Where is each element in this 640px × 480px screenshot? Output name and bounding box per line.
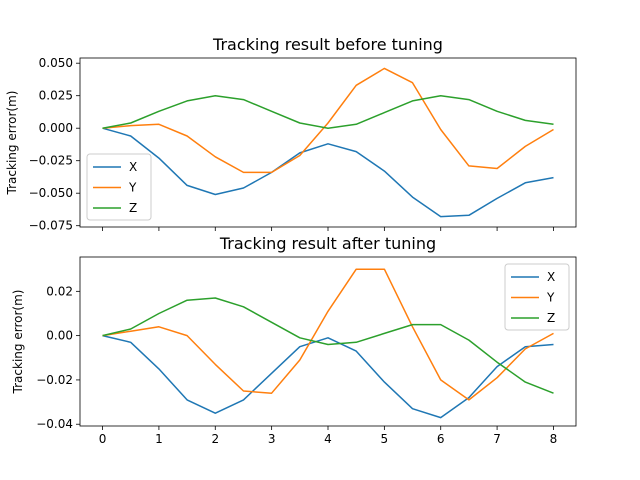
y-tick-label: −0.02 (36, 373, 73, 387)
y-tick-label: −0.025 (29, 154, 73, 168)
x-tick-label: 8 (550, 432, 558, 446)
x-tick-label: 5 (381, 432, 389, 446)
y-tick-label: 0.000 (39, 121, 73, 135)
chart-before-tuning: Tracking result before tuning Tracking er… (5, 35, 577, 233)
series-line-x (102, 334, 554, 419)
x-tick-label: 7 (493, 432, 501, 446)
x-tick-label: 6 (437, 432, 445, 446)
y-tick-label: 0.050 (39, 56, 73, 70)
legend-label-y: Y (128, 181, 137, 195)
series-line-x (102, 127, 554, 218)
series-line-y (102, 67, 554, 174)
chart-title: Tracking result after tuning (219, 234, 436, 253)
plot-frame (79, 256, 577, 427)
legend-label-z: Z (547, 311, 555, 325)
legend-label-x: X (547, 270, 555, 284)
y-axis-label: Tracking error(m) (11, 290, 25, 395)
x-tick-label: 1 (155, 432, 163, 446)
series-line-z (102, 297, 554, 394)
chart-title: Tracking result before tuning (212, 35, 443, 54)
y-tick-label: −0.04 (36, 417, 73, 431)
chart-after-tuning: Tracking result after tuning Tracking err… (11, 234, 577, 446)
legend-label-y: Y (546, 291, 555, 305)
series-line-z (102, 94, 554, 129)
x-tick-label: 2 (211, 432, 219, 446)
legend-label-z: Z (129, 201, 137, 215)
x-tick-label: 4 (324, 432, 332, 446)
y-tick-label: 0.02 (46, 284, 73, 298)
x-tick-label: 3 (268, 432, 276, 446)
y-tick-label: −0.050 (29, 186, 73, 200)
y-tick-label: −0.075 (29, 219, 73, 233)
y-axis-label: Tracking error(m) (5, 91, 19, 196)
legend-label-x: X (129, 160, 137, 174)
y-tick-label: 0.025 (39, 89, 73, 103)
series-line-y (102, 268, 554, 401)
x-tick-label: 0 (99, 432, 107, 446)
y-tick-label: 0.00 (46, 329, 73, 343)
plot-frame (79, 57, 577, 228)
